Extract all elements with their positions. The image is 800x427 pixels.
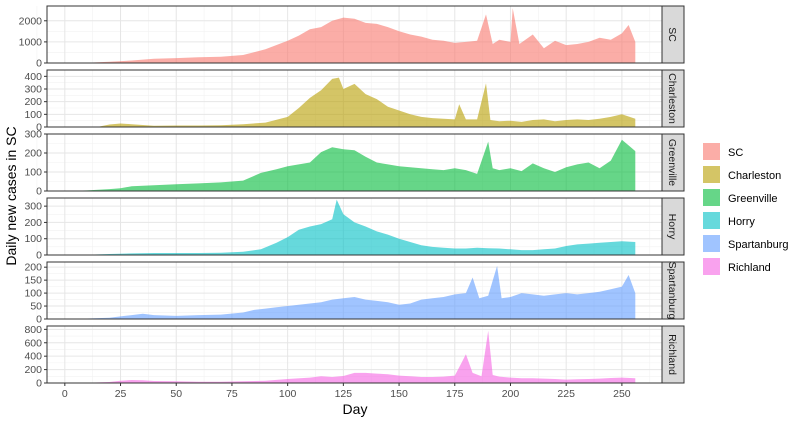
panel-sc: 0 1000 2000 SC	[19, 5, 685, 70]
y-tick-label: 100	[24, 109, 42, 121]
facet-strip-label: SC	[666, 27, 678, 42]
y-tick-label: 200	[24, 148, 42, 160]
facet-strip-label: Horry	[666, 214, 678, 240]
x-tick-label: 175	[446, 388, 464, 400]
y-tick-label: 0	[36, 378, 42, 390]
facet-strip-label: Richland	[666, 334, 678, 375]
y-tick-label: 50	[30, 301, 42, 313]
facet-strip	[661, 133, 685, 192]
legend-label: Charleston	[728, 170, 781, 182]
x-tick-label: 75	[226, 388, 238, 400]
x-axis-label: Day	[343, 401, 368, 417]
x-tick-label: 0	[62, 388, 68, 400]
legend-label: Richland	[728, 262, 771, 274]
area-series-horry	[64, 199, 636, 255]
y-tick-label: 0	[36, 186, 42, 198]
legend-key-horry	[703, 212, 720, 229]
facet-strip-label: Spartanburg	[666, 262, 678, 320]
y-tick-label: 200	[24, 96, 42, 108]
x-tick-label: 125	[335, 388, 353, 400]
facet-strip-label: Charleston	[666, 73, 678, 124]
x-tick-label: 50	[170, 388, 182, 400]
y-tick-label: 200	[24, 217, 42, 229]
y-tick-label: 300	[24, 201, 42, 213]
y-tick-label: 0	[36, 250, 42, 262]
y-tick-label: 400	[24, 71, 42, 83]
x-axis: 0 25 50 75 100 125 150 175 200 225 250	[62, 383, 631, 400]
y-tick-label: 600	[24, 337, 42, 349]
y-tick-label: 0	[36, 122, 42, 134]
y-tick-label: 200	[24, 262, 42, 274]
legend-key-spartanburg	[703, 235, 720, 252]
area-series-spartanburg	[64, 265, 636, 319]
area-series-charleston	[64, 77, 636, 127]
legend-key-sc	[703, 143, 720, 160]
y-axis-label: Daily new cases in SC	[3, 126, 19, 265]
y-tick-label: 1000	[19, 36, 43, 48]
y-tick-label: 400	[24, 351, 42, 363]
facet-strip	[661, 325, 685, 384]
legend-label: Greenville	[728, 193, 778, 205]
y-tick-label: 150	[24, 275, 42, 287]
legend-key-charleston	[703, 166, 720, 183]
legend-label: SC	[728, 147, 743, 159]
facet-strip	[661, 261, 685, 320]
facet-strip	[661, 5, 685, 64]
y-tick-label: 800	[24, 324, 42, 336]
x-tick-label: 250	[613, 388, 631, 400]
y-tick-label: 100	[24, 288, 42, 300]
panel-horry: 0 100 200 300 Horry	[24, 197, 685, 262]
y-tick-label: 100	[24, 167, 42, 179]
x-tick-label: 100	[279, 388, 297, 400]
y-tick-label: 100	[24, 233, 42, 245]
y-tick-label: 300	[24, 84, 42, 96]
panel-greenville: 0 100 200 300 Greenville	[24, 129, 685, 198]
facet-strip-label: Greenville	[666, 139, 678, 186]
y-tick-label: 200	[24, 364, 42, 376]
x-tick-label: 200	[502, 388, 520, 400]
area-series-sc	[64, 8, 636, 64]
x-tick-label: 225	[557, 388, 575, 400]
legend: SC Charleston Greenville Horry Spartanburg Ri…	[703, 143, 789, 275]
x-tick-label: 150	[390, 388, 408, 400]
legend-key-greenville	[703, 189, 720, 206]
y-tick-label: 0	[36, 314, 42, 326]
facet-strip	[661, 197, 685, 256]
area-series-greenville	[64, 139, 636, 191]
legend-key-richland	[703, 258, 720, 275]
legend-label: Spartanburg	[728, 239, 789, 251]
y-tick-label: 2000	[19, 15, 43, 27]
facet-strip	[661, 69, 685, 128]
x-tick-label: 25	[115, 388, 127, 400]
y-tick-label: 0	[36, 58, 42, 70]
y-tick-label: 300	[24, 129, 42, 141]
legend-label: Horry	[728, 216, 755, 228]
